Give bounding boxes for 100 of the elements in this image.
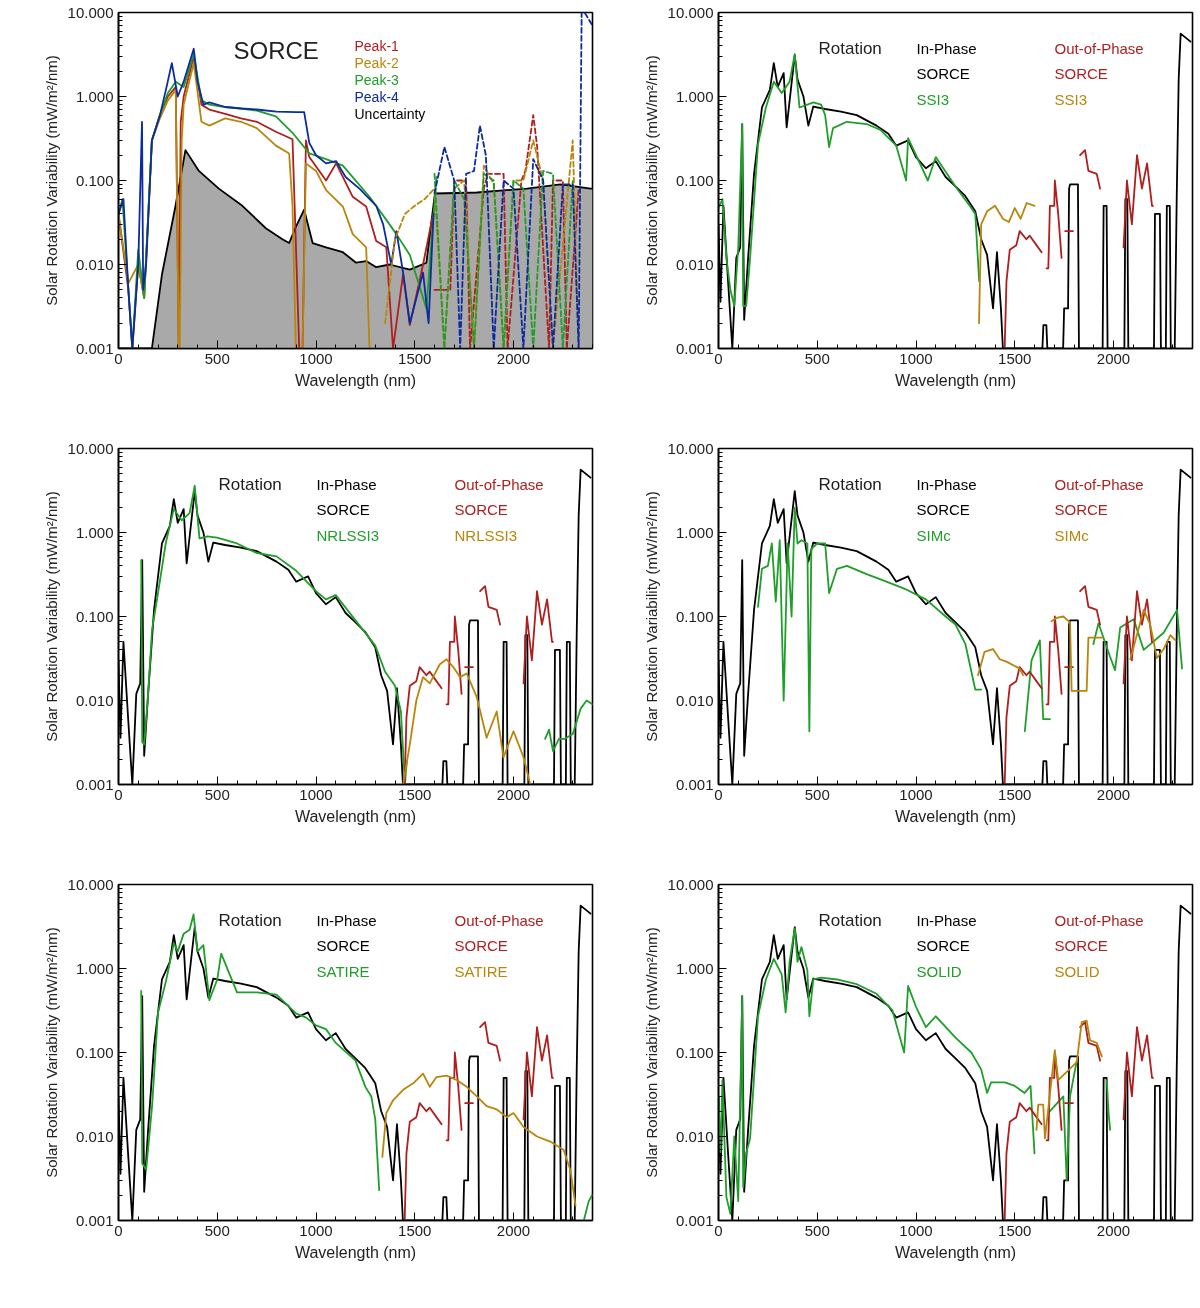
- x-axis-title: Wavelength (nm): [294, 1243, 417, 1261]
- text: Uncertainty: [354, 105, 426, 122]
- legend-title: Rotation: [818, 39, 882, 58]
- x-tick-label: 500: [804, 349, 830, 367]
- x-tick-label: 0: [114, 349, 123, 367]
- x-tick-label: 2000: [496, 785, 531, 803]
- x-axis-title: Wavelength (nm): [894, 371, 1017, 389]
- annotation: Out-of-Phase: [1054, 40, 1144, 57]
- y-tick-label: 0.100: [675, 607, 714, 625]
- y-tick-label: 0.100: [675, 1043, 714, 1061]
- x-axis-title: Wavelength (nm): [894, 1243, 1017, 1261]
- y-tick-label: 10.000: [667, 875, 714, 893]
- text: SORCE: [916, 65, 970, 82]
- text: SIMc: [1054, 526, 1090, 544]
- text: Peak-4: [354, 88, 400, 105]
- text: SSI3: [916, 90, 950, 108]
- legend-title: Rotation: [218, 911, 282, 930]
- y-tick-label: 0.001: [75, 775, 114, 793]
- y-tick-label: 0.001: [75, 1211, 114, 1229]
- text: SORCE: [454, 937, 508, 954]
- x-axis-title: Wavelength (nm): [294, 807, 417, 825]
- line-series: [433, 114, 580, 349]
- y-axis-title: Solar Rotation Variability (mW/m²/nm): [42, 927, 60, 1178]
- line-series: [718, 53, 981, 307]
- x-tick-label: 1500: [998, 349, 1032, 367]
- text: Peak-1: [354, 37, 400, 54]
- y-tick-label: 0.010: [675, 1127, 714, 1145]
- annotation: Out-of-Phase: [454, 912, 544, 929]
- y-tick-label: 0.010: [675, 691, 714, 709]
- y-tick-label: 10.000: [667, 3, 714, 21]
- y-tick-label: 0.001: [675, 775, 714, 793]
- x-tick-label: 0: [114, 1221, 123, 1239]
- x-tick-label: 500: [204, 349, 230, 367]
- text: SIMc: [916, 526, 952, 544]
- y-tick-label: 1.000: [675, 523, 714, 541]
- x-tick-label: 1000: [899, 349, 933, 367]
- annotation: Out-of-Phase: [1054, 476, 1144, 493]
- text: Peak-3: [354, 71, 400, 88]
- y-tick-label: 1.000: [75, 959, 114, 977]
- x-tick-label: 1500: [398, 785, 432, 803]
- text: SORCE: [916, 937, 970, 954]
- x-tick-label: 500: [204, 1221, 230, 1239]
- text: SORCE: [316, 937, 370, 954]
- y-tick-label: 10.000: [67, 875, 114, 893]
- text: SATIRE: [316, 962, 370, 980]
- x-axis-title: Wavelength (nm): [294, 371, 417, 389]
- x-tick-label: 1500: [398, 349, 432, 367]
- y-tick-label: 1.000: [75, 523, 114, 541]
- x-tick-label: 0: [714, 349, 723, 367]
- y-axis-title: Solar Rotation Variability (mW/m²/nm): [642, 491, 660, 742]
- text: SSI3: [1054, 90, 1088, 108]
- y-tick-label: 0.010: [75, 1127, 114, 1145]
- x-axis-title: Wavelength (nm): [894, 807, 1017, 825]
- series-label: SOLID: [916, 962, 962, 980]
- line-series: [384, 139, 580, 349]
- y-axis-title: Solar Rotation Variability (mW/m²/nm): [642, 927, 660, 1178]
- x-tick-label: 1500: [998, 1221, 1032, 1239]
- annotation: In-Phase: [916, 40, 977, 57]
- x-tick-label: 2000: [1096, 785, 1131, 803]
- y-tick-label: 0.001: [675, 1211, 714, 1229]
- y-tick-label: 0.100: [675, 171, 714, 189]
- y-tick-label: 0.100: [75, 171, 114, 189]
- x-tick-label: 2000: [1096, 349, 1131, 367]
- y-tick-label: 0.010: [675, 255, 714, 273]
- annotation: In-Phase: [916, 476, 977, 493]
- y-tick-label: 0.010: [75, 691, 114, 709]
- x-tick-label: 1000: [899, 785, 933, 803]
- y-tick-label: 0.100: [75, 607, 114, 625]
- legend-title: Rotation: [818, 475, 882, 494]
- x-tick-label: 2000: [496, 1221, 531, 1239]
- y-tick-label: 1.000: [675, 87, 714, 105]
- x-tick-label: 500: [804, 785, 830, 803]
- text: SOLID: [1054, 962, 1100, 980]
- x-tick-label: 500: [804, 1221, 830, 1239]
- x-tick-label: 1000: [899, 1221, 933, 1239]
- y-tick-label: 1.000: [75, 87, 114, 105]
- x-tick-label: 1000: [299, 785, 333, 803]
- annotation: In-Phase: [316, 912, 377, 929]
- line-series: [381, 1072, 577, 1207]
- text: NRLSSI3: [316, 526, 380, 544]
- text: NRLSSI3: [454, 526, 518, 544]
- text: SORCE: [454, 501, 508, 518]
- x-tick-label: 1000: [299, 349, 333, 367]
- text: SORCE: [316, 501, 370, 518]
- annotation: Out-of-Phase: [454, 476, 544, 493]
- annotation: Out-of-Phase: [1054, 912, 1144, 929]
- text: SORCE: [1054, 65, 1108, 82]
- y-tick-label: 10.000: [67, 439, 114, 457]
- x-tick-label: 500: [204, 785, 230, 803]
- text: SORCE: [1054, 937, 1108, 954]
- x-tick-label: 0: [714, 1221, 723, 1239]
- text: SATIRE: [454, 962, 508, 980]
- line-series: [1035, 1019, 1103, 1140]
- y-axis-title: Solar Rotation Variability (mW/m²/nm): [42, 491, 60, 742]
- line-series: [402, 658, 532, 785]
- legend-title: SORCE: [233, 37, 319, 64]
- text: Peak-2: [354, 54, 400, 71]
- y-tick-label: 10.000: [667, 439, 714, 457]
- x-tick-label: 2000: [496, 349, 531, 367]
- x-tick-label: 2000: [1096, 1221, 1131, 1239]
